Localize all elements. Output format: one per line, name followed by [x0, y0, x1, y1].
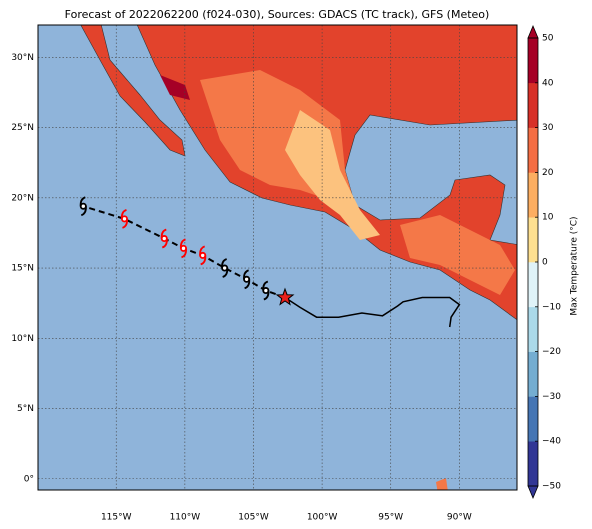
cyclone-marker	[262, 280, 270, 301]
cyclone-arm	[244, 279, 251, 290]
colorbar-tick-label: 30	[542, 123, 554, 133]
colorbar-band	[528, 306, 538, 352]
y-tick-label: 10°N	[11, 334, 34, 344]
colorbar-band	[528, 38, 538, 84]
cyclone-arm	[80, 206, 87, 217]
cyclone-eye	[243, 275, 251, 283]
colorbar-tick-label: −50	[542, 482, 561, 492]
y-tick-label: 20°N	[11, 193, 34, 203]
cyclone-arm	[79, 196, 86, 207]
x-tick-label: 115°W	[101, 513, 132, 523]
central-america	[400, 215, 515, 295]
colorbar-band	[528, 396, 538, 442]
cyclone-arm	[262, 280, 269, 291]
cyclone-marker	[221, 258, 229, 278]
x-tick-label: 95°W	[378, 513, 403, 523]
colorbar-band	[528, 441, 538, 487]
colorbar-band	[528, 172, 538, 218]
x-tick-label: 90°W	[447, 513, 472, 523]
cyclone-marker	[120, 209, 129, 229]
y-tick-label: 5°N	[17, 404, 34, 414]
cyclone-arm	[243, 269, 249, 280]
y-tick-label: 15°N	[11, 264, 34, 274]
hot-spot	[160, 75, 190, 100]
cyclone-eye	[160, 235, 168, 243]
colorbar-extend	[527, 24, 539, 39]
cyclone-eye	[221, 264, 229, 272]
colorbar-tick-label: −20	[542, 347, 561, 357]
colorbar-tick-label: 40	[542, 78, 554, 88]
cyclone-marker	[179, 238, 188, 259]
y-tick-label: 0°	[24, 474, 34, 484]
x-tick-label: 110°W	[170, 513, 201, 523]
cyclone-arm	[160, 228, 167, 239]
current-position	[275, 287, 295, 306]
cyclone-arm	[222, 267, 229, 278]
past-track	[284, 296, 461, 328]
cyclone-arm	[161, 238, 168, 249]
cyclone-arm	[181, 248, 188, 259]
colorbar-band	[528, 127, 538, 173]
cyclone-arm	[199, 245, 206, 256]
colorbar-band	[528, 262, 538, 308]
cyclone-arm	[122, 218, 129, 229]
colorbar-tick-label: 10	[542, 213, 554, 223]
baja	[80, 25, 186, 157]
map-title: Forecast of 2022062200 (f024-030), Sourc…	[65, 8, 490, 21]
x-tick-label: 105°W	[238, 513, 269, 523]
cyclone-arm	[179, 238, 186, 249]
colorbar-tick-label: 0	[542, 258, 548, 268]
cyclone-eye	[262, 287, 270, 295]
colorbar-band	[528, 351, 538, 397]
cyclone-marker	[199, 245, 207, 266]
cyclone-eye	[179, 244, 187, 252]
colorbar-tick-label: 50	[542, 34, 554, 44]
cyclone-eye	[120, 215, 128, 223]
colorbar-band	[528, 217, 538, 263]
colorbar-label: Max Temperature (°C)	[570, 216, 580, 315]
cyclone-arm	[221, 258, 228, 269]
galapagos	[436, 478, 448, 490]
cyclone-eye	[199, 251, 207, 259]
y-tick-label: 30°N	[11, 53, 34, 63]
cyclone-arm	[200, 255, 207, 266]
y-tick-label: 25°N	[11, 123, 34, 133]
cyclone-marker	[160, 228, 168, 249]
colorbar-tick-label: −10	[542, 302, 561, 312]
colorbar-extend	[527, 485, 539, 500]
colorbar-tick-label: −40	[542, 437, 561, 447]
plot-frame	[37, 24, 518, 491]
cyclone-eye	[79, 202, 87, 210]
cyclone-arm	[263, 290, 270, 301]
colorbar-band	[528, 82, 538, 128]
colorbar-tick-label: 20	[542, 168, 554, 178]
cyclone-marker	[79, 196, 87, 217]
highland	[285, 110, 380, 240]
x-tick-label: 100°W	[307, 513, 338, 523]
colorbar-tick-label: −30	[542, 392, 561, 402]
cyclone-marker	[243, 269, 251, 290]
land	[80, 25, 517, 490]
cyclone-arm	[120, 209, 127, 219]
